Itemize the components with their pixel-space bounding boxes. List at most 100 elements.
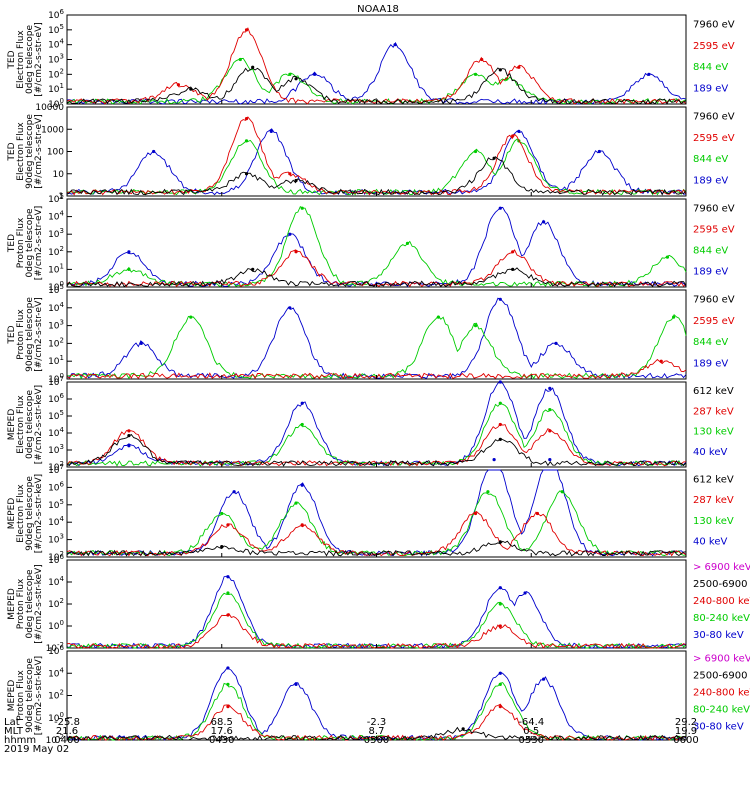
data-point <box>473 149 478 154</box>
data-point <box>300 422 304 427</box>
data-point <box>492 458 496 462</box>
data-point <box>498 380 502 384</box>
data-point <box>300 483 304 487</box>
data-point <box>127 250 131 254</box>
legend-entry: 130 keV <box>693 516 734 527</box>
y-tick-label: 105 <box>48 409 64 422</box>
data-point <box>288 306 292 310</box>
data-point <box>486 490 490 494</box>
legend-entry: 7960 eV <box>693 295 735 306</box>
legend-entry: 30-80 keV <box>693 630 744 641</box>
y-tick-label: 104 <box>48 38 64 51</box>
data-point <box>473 511 478 516</box>
data-point <box>498 671 502 675</box>
y-tick-label: 105 <box>48 192 64 205</box>
legend-entry: 612 keV <box>693 474 734 485</box>
y-tick-label: 104 <box>48 210 64 223</box>
legend-entry: 40 keV <box>693 537 727 548</box>
footer-row-label: hhmm <box>4 735 36 746</box>
data-point <box>665 255 670 259</box>
legend-entry: 2595 eV <box>693 225 735 236</box>
data-point <box>548 429 552 433</box>
data-point <box>300 401 304 405</box>
data-point <box>300 523 304 527</box>
y-tick-label: 101 <box>48 262 64 275</box>
footer-mlt-value: 17.6 <box>211 726 233 737</box>
legend-entry: 844 eV <box>693 337 728 348</box>
data-point <box>226 682 230 686</box>
footer-lat-value: -64.4 <box>518 717 544 728</box>
y-tick-label: 104 <box>48 515 64 528</box>
data-point <box>393 43 397 47</box>
y-tick-label: 105 <box>48 23 64 36</box>
footer-mlt-value: 19.9 <box>675 726 697 737</box>
data-point <box>300 206 304 210</box>
data-point <box>288 172 292 176</box>
data-point <box>294 178 298 183</box>
panel-frame <box>66 381 687 468</box>
y-axis-label: TEDElectron Flux90deg telescope[#/cm2-s-… <box>7 114 44 189</box>
y-tick-label: 102 <box>48 67 64 80</box>
panel-frame <box>66 14 687 105</box>
y-tick-label: 1 <box>58 192 64 202</box>
legend-entry: > 6900 keV <box>693 653 750 664</box>
panel-frame <box>66 559 687 649</box>
y-tick-label: 101 <box>48 354 64 367</box>
legend-entry: 189 eV <box>693 175 728 186</box>
data-point <box>461 727 465 731</box>
data-point <box>127 434 131 438</box>
data-point <box>480 57 484 62</box>
y-tick-label: 1000 <box>41 125 64 135</box>
panel-frame <box>66 106 687 197</box>
footer-hhmm-value: 0530 <box>519 735 544 746</box>
data-point <box>498 437 502 441</box>
y-tick-label: 100 <box>47 148 64 158</box>
legend-entry: 287 keV <box>693 406 734 417</box>
data-point <box>139 341 143 345</box>
data-point <box>226 705 230 709</box>
y-tick-label: 103 <box>48 227 64 240</box>
y-tick-label: 10 <box>53 170 65 180</box>
series-line-30-80-kev <box>66 575 687 649</box>
data-point <box>498 602 502 606</box>
legend-entry: 2500-6900 <box>693 579 748 590</box>
legend-entry: 130 keV <box>693 427 734 438</box>
panel-frame <box>66 289 687 380</box>
data-point <box>226 523 230 527</box>
y-tick-label: 104 <box>48 301 64 314</box>
legend-entry: 844 eV <box>693 62 728 73</box>
series-line-189-ev <box>66 128 687 196</box>
data-point <box>511 267 515 271</box>
y-axis-label: TEDProton Flux90deg telescope[#/cm2-s-st… <box>7 297 44 372</box>
legend-entry: 2595 eV <box>693 41 735 52</box>
data-point <box>511 134 515 138</box>
legend-entry: 7960 eV <box>693 204 735 215</box>
y-tick-label: 103 <box>48 319 64 332</box>
series-line-80-240-kev <box>66 682 687 741</box>
data-point <box>597 149 601 154</box>
data-point <box>672 315 676 319</box>
data-point <box>220 511 224 516</box>
footer-lat-value: 29.2 <box>675 717 697 728</box>
data-point <box>226 591 230 595</box>
y-tick-label: 105 <box>48 498 64 511</box>
data-point <box>176 83 181 87</box>
data-point <box>498 68 502 72</box>
data-point <box>548 458 552 462</box>
data-point <box>152 149 156 154</box>
data-point <box>226 575 230 579</box>
y-tick-label: 100 <box>48 619 64 632</box>
data-point <box>535 511 540 516</box>
data-point <box>523 591 527 595</box>
legend-entry: 30-80 keV <box>693 722 744 733</box>
series-line-844-ev <box>66 138 687 196</box>
y-tick-label: 106 <box>48 8 64 21</box>
data-point <box>517 65 521 69</box>
data-point <box>436 315 440 319</box>
y-tick-label: 106 <box>48 480 64 493</box>
data-point <box>294 250 298 254</box>
y-axis-label: MEPEDProton Flux90deg telescope[#/cm2-s-… <box>7 656 44 735</box>
legend-entry: 7960 eV <box>693 20 735 31</box>
